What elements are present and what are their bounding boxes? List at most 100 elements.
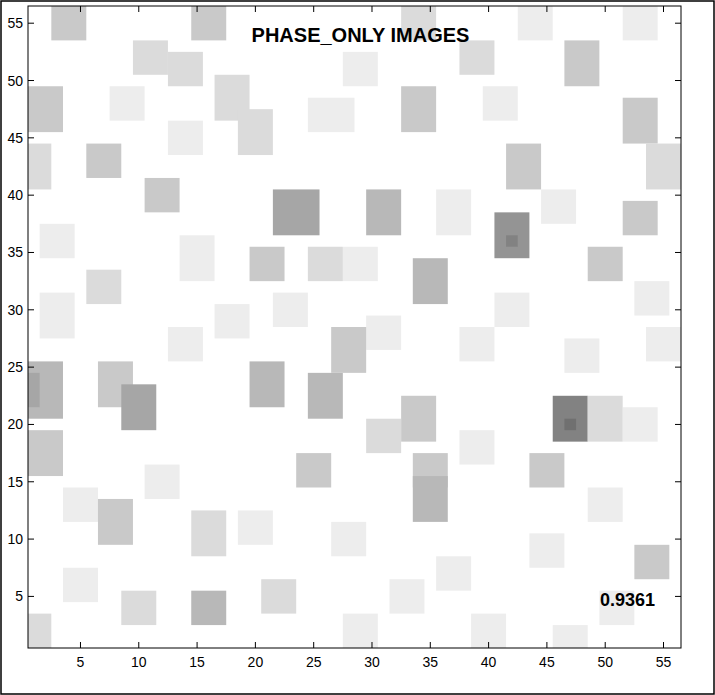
x-tick-top xyxy=(488,6,489,12)
heat-cell xyxy=(40,224,75,258)
y-tick xyxy=(28,309,34,310)
x-tick-top xyxy=(255,6,256,12)
y-tick-label: 45 xyxy=(7,130,23,146)
heat-cell xyxy=(191,591,226,625)
heat-cell xyxy=(343,52,378,86)
y-tick-right xyxy=(675,195,681,196)
x-tick xyxy=(255,642,256,648)
x-tick-top xyxy=(313,6,314,12)
heat-cell xyxy=(389,579,424,613)
heat-cell xyxy=(436,189,471,235)
heat-cell xyxy=(191,6,226,40)
heat-cell xyxy=(623,98,658,144)
heat-cell xyxy=(553,625,588,648)
y-tick xyxy=(28,596,34,597)
x-tick-top xyxy=(138,6,139,12)
heat-cell xyxy=(28,614,51,648)
heat-cell xyxy=(588,247,623,281)
x-tick-label: 5 xyxy=(77,654,85,670)
heat-cell xyxy=(133,40,168,74)
heat-cell xyxy=(250,247,285,281)
heat-cell xyxy=(518,6,553,40)
y-tick-label: 35 xyxy=(7,244,23,260)
x-tick-top xyxy=(663,6,664,12)
y-tick xyxy=(28,137,34,138)
heat-cell xyxy=(121,591,156,625)
y-tick-label: 40 xyxy=(7,187,23,203)
y-tick-label: 50 xyxy=(7,73,23,89)
heat-cell xyxy=(343,614,378,648)
heat-cell xyxy=(366,419,401,453)
heat-cell xyxy=(215,304,250,338)
x-tick-top xyxy=(80,6,81,12)
heat-cell xyxy=(51,6,86,40)
y-tick-label: 30 xyxy=(7,302,23,318)
heat-cell xyxy=(564,40,599,86)
heat-cell xyxy=(28,361,63,418)
x-tick-label: 25 xyxy=(306,654,322,670)
heat-cell xyxy=(28,144,51,190)
heat-cell xyxy=(623,407,658,441)
x-tick xyxy=(663,642,664,648)
x-tick xyxy=(546,642,547,648)
heat-cell xyxy=(494,212,529,258)
y-tick-right xyxy=(675,539,681,540)
y-tick-right xyxy=(675,23,681,24)
y-tick-label: 10 xyxy=(7,531,23,547)
y-tick-right xyxy=(675,424,681,425)
heat-cell xyxy=(28,430,63,476)
heat-cell xyxy=(506,235,518,246)
x-tick-label: 40 xyxy=(481,654,497,670)
x-tick-label: 20 xyxy=(248,654,264,670)
x-tick-label: 15 xyxy=(189,654,205,670)
heat-cell xyxy=(145,465,180,499)
heat-cell xyxy=(28,373,40,407)
x-tick-label: 30 xyxy=(364,654,380,670)
heat-cell xyxy=(273,293,308,327)
heat-cell xyxy=(529,533,564,567)
y-tick-label: 15 xyxy=(7,474,23,490)
x-tick xyxy=(138,642,139,648)
heat-cell xyxy=(366,316,401,350)
heat-cell xyxy=(145,178,180,212)
y-tick xyxy=(28,80,34,81)
y-tick xyxy=(28,367,34,368)
heat-cell xyxy=(308,373,343,419)
x-tick-top xyxy=(371,6,372,12)
heat-cell xyxy=(494,293,529,327)
y-tick xyxy=(28,424,34,425)
y-tick xyxy=(28,252,34,253)
heat-cell xyxy=(331,522,366,556)
heat-cell xyxy=(646,327,681,361)
plot-frame xyxy=(28,6,681,648)
x-tick-label: 45 xyxy=(539,654,555,670)
y-tick xyxy=(28,481,34,482)
figure-border xyxy=(1,1,714,694)
heat-cell xyxy=(308,247,343,281)
heat-cell xyxy=(634,545,669,579)
heat-cell xyxy=(564,419,576,430)
y-tick-right xyxy=(675,252,681,253)
annotation: 0.9361 xyxy=(600,590,655,610)
heat-cell xyxy=(564,338,599,372)
heat-cell xyxy=(471,614,506,648)
x-tick xyxy=(371,642,372,648)
heat-cell xyxy=(588,396,623,442)
y-tick xyxy=(28,195,34,196)
heat-cell xyxy=(623,201,658,235)
heat-cell xyxy=(483,86,518,120)
heat-cell xyxy=(401,86,436,132)
x-tick-label: 55 xyxy=(656,654,672,670)
heat-cell xyxy=(459,327,494,361)
x-tick-label: 35 xyxy=(423,654,439,670)
heat-cell xyxy=(238,109,273,155)
x-tick xyxy=(430,642,431,648)
y-tick-right xyxy=(675,596,681,597)
y-tick-right xyxy=(675,137,681,138)
heat-cell xyxy=(168,327,203,361)
x-tick-label: 10 xyxy=(131,654,147,670)
heat-cell xyxy=(273,189,320,235)
x-tick-top xyxy=(546,6,547,12)
cells xyxy=(28,6,681,648)
heat-cell xyxy=(28,86,63,132)
